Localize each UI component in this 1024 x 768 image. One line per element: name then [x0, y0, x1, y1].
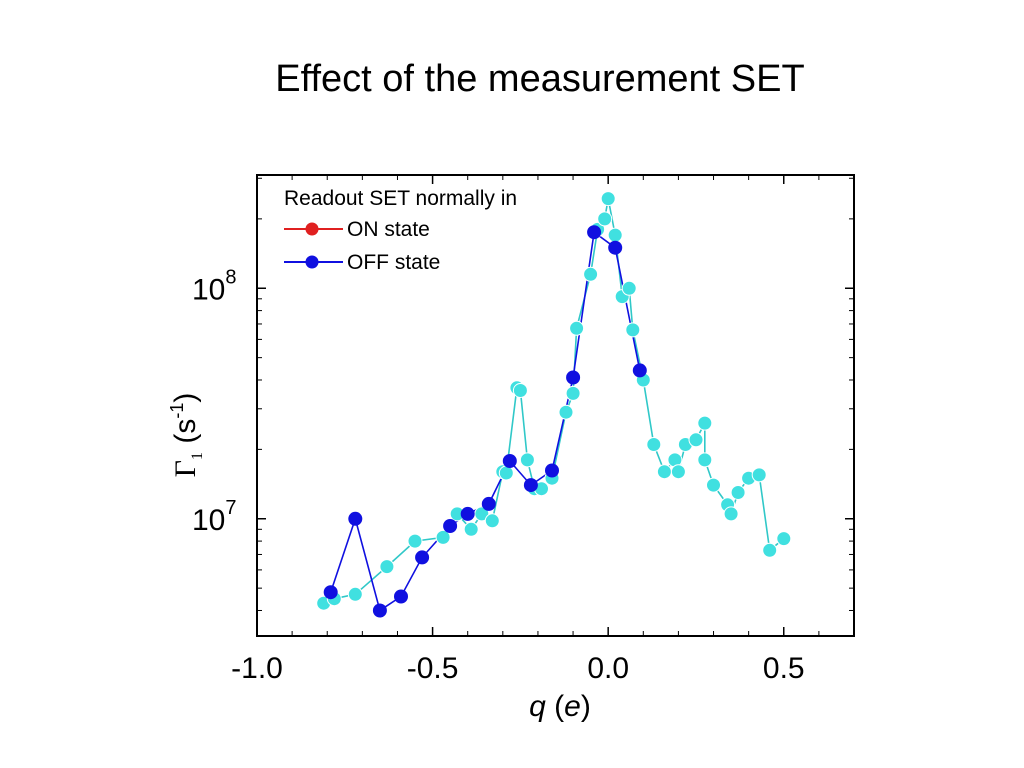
- data-point-on-state: [697, 452, 713, 468]
- data-point-off-state: [415, 550, 430, 565]
- data-point-on-state: [484, 513, 500, 529]
- data-point-on-state: [625, 322, 641, 338]
- data-point-off-state: [632, 363, 647, 378]
- data-point-off-state: [394, 589, 408, 604]
- y-axis-title: Γ1 (s-1): [167, 393, 206, 478]
- plot-frame: [256, 174, 855, 637]
- data-point-off-state: [523, 478, 538, 493]
- y-tick-label: 108: [192, 266, 237, 306]
- data-point-off-state: [348, 511, 363, 526]
- data-point-on-state: [347, 586, 363, 602]
- legend-on-label: ON state: [347, 218, 430, 241]
- data-point-on-state: [512, 383, 528, 398]
- data-point-on-state: [730, 485, 746, 500]
- data-point-on-state: [607, 227, 623, 243]
- data-point-off-state: [545, 463, 559, 478]
- data-point-on-state: [688, 432, 704, 448]
- y-axis-ticks: 107 108: [192, 266, 854, 537]
- data-point-on-state: [474, 506, 490, 522]
- data-point-on-state: [407, 533, 423, 549]
- data-point-on-state: [697, 415, 713, 431]
- data-point-on-state: [597, 211, 613, 227]
- minor-ticks: [257, 175, 855, 636]
- data-point-on-state: [565, 385, 581, 401]
- data-point-on-state: [498, 465, 514, 481]
- slide-title: Effect of the measurement SET: [275, 58, 805, 100]
- x-tick-label: 0.0: [587, 652, 629, 685]
- svg-text:Γ1 (s-1): Γ1 (s-1): [167, 393, 206, 478]
- x-tick-label: -1.0: [231, 652, 283, 685]
- data-point-off-state: [323, 585, 338, 600]
- data-point-on-state: [435, 529, 451, 545]
- data-point-off-state: [372, 603, 387, 618]
- data-point-on-state: [519, 452, 535, 468]
- legend-header: Readout SET normally in: [284, 187, 517, 210]
- x-tick-label: -0.5: [407, 652, 459, 685]
- data-point-off-state: [587, 225, 602, 240]
- data-point-on-state: [600, 191, 616, 207]
- data-point-off-state: [481, 496, 496, 511]
- legend-off-marker: [305, 255, 319, 269]
- series-layer: [316, 191, 792, 618]
- data-point-off-state: [608, 240, 623, 255]
- data-point-on-state: [776, 531, 792, 547]
- data-point-on-state: [569, 320, 585, 336]
- data-point-on-state: [751, 467, 767, 483]
- data-point-on-state: [670, 464, 686, 480]
- data-point-off-state: [460, 506, 475, 521]
- data-point-off-state: [502, 454, 517, 468]
- legend: Readout SET normally in ON state OFF sta…: [284, 187, 517, 274]
- legend-off-label: OFF state: [347, 251, 440, 274]
- legend-on-marker: [305, 222, 319, 236]
- x-axis-ticks: -1.0 -0.5 0.0 0.5: [231, 175, 805, 685]
- data-point-on-state: [463, 521, 479, 537]
- data-point-on-state: [706, 477, 721, 493]
- data-point-on-state: [762, 542, 778, 558]
- data-point-on-state: [379, 559, 395, 575]
- data-point-on-state: [583, 266, 599, 282]
- data-point-on-state: [646, 437, 662, 452]
- data-point-on-state: [656, 464, 672, 480]
- data-point-on-state: [723, 506, 739, 522]
- y-tick-label: 107: [192, 497, 237, 537]
- data-point-on-state: [621, 280, 637, 296]
- data-point-off-state: [443, 519, 458, 533]
- data-point-on-state: [558, 404, 574, 420]
- data-point-off-state: [566, 370, 581, 385]
- series-line-off-state: [329, 230, 641, 612]
- x-axis-title: q (e): [529, 690, 591, 723]
- x-tick-label: 0.5: [763, 652, 805, 685]
